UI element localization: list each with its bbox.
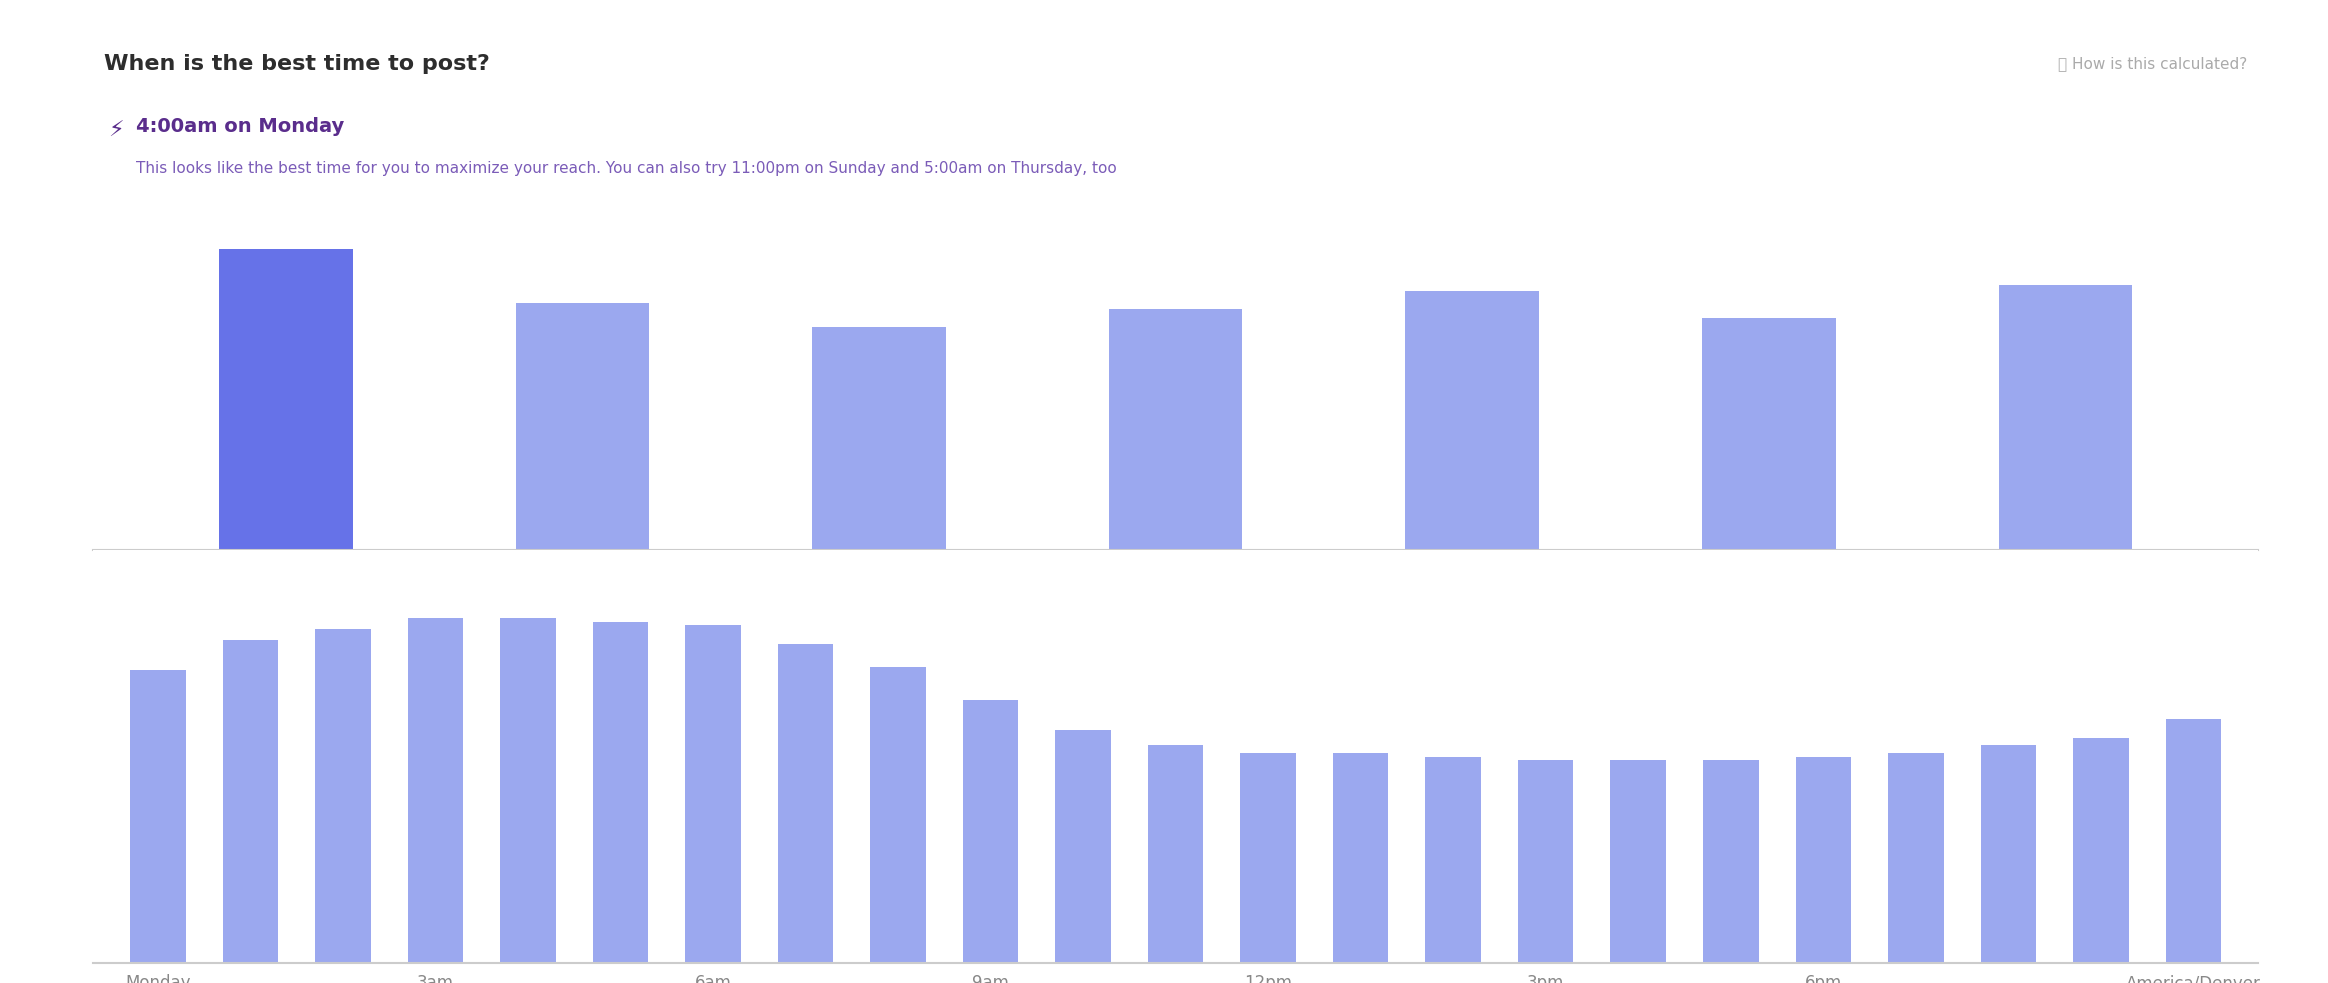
Text: ❓ How is this calculated?: ❓ How is this calculated? (2058, 56, 2247, 71)
Bar (1055, 730, 1110, 963)
Bar (1108, 309, 1243, 550)
Text: When is the best time to post?: When is the best time to post? (105, 54, 489, 74)
Bar (130, 670, 186, 963)
Bar (1518, 761, 1574, 963)
Bar (1406, 291, 1539, 550)
Bar (2000, 285, 2132, 550)
Bar (314, 629, 370, 963)
Bar (1702, 318, 1834, 550)
Text: ⚡: ⚡ (109, 121, 123, 141)
Bar (1611, 761, 1667, 963)
Text: This looks like the best time for you to maximize your reach. You can also try 1: This looks like the best time for you to… (137, 160, 1117, 176)
Bar (1981, 745, 2037, 963)
Bar (219, 249, 352, 550)
Bar (1241, 753, 1297, 963)
Bar (223, 640, 277, 963)
Bar (407, 617, 463, 963)
Bar (871, 666, 927, 963)
Text: 4:00am on Monday: 4:00am on Monday (137, 117, 345, 136)
Bar (501, 617, 556, 963)
Bar (517, 303, 650, 550)
Bar (2165, 720, 2221, 963)
Bar (1888, 753, 1944, 963)
Bar (684, 625, 740, 963)
Bar (1704, 761, 1758, 963)
Bar (1425, 757, 1481, 963)
Bar (964, 700, 1017, 963)
Bar (778, 644, 833, 963)
Bar (1795, 757, 1851, 963)
Bar (1148, 745, 1204, 963)
Bar (594, 621, 647, 963)
Bar (2074, 738, 2128, 963)
Bar (812, 327, 945, 550)
Bar (1334, 753, 1387, 963)
